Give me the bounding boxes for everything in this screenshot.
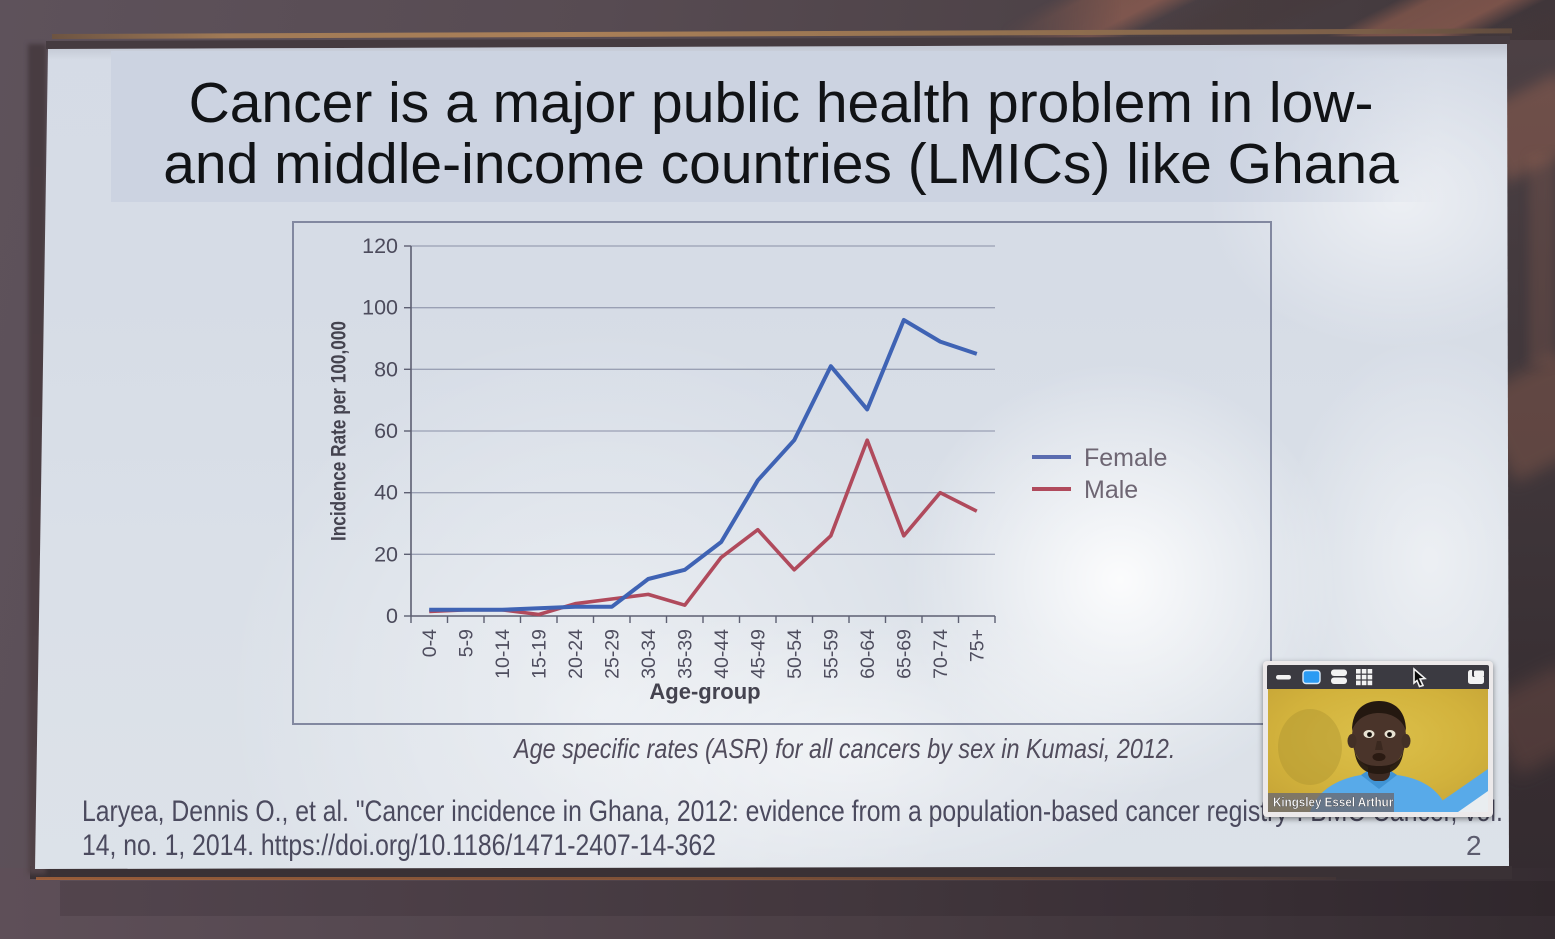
svg-text:10-14: 10-14	[492, 629, 514, 679]
svg-text:25-29: 25-29	[602, 629, 624, 679]
svg-text:30-34: 30-34	[638, 629, 660, 679]
svg-text:60-64: 60-64	[857, 629, 879, 679]
svg-text:0: 0	[386, 604, 398, 628]
svg-text:65-69: 65-69	[894, 629, 916, 679]
svg-text:75+: 75+	[967, 629, 989, 662]
svg-text:20: 20	[374, 542, 398, 566]
svg-text:20-24: 20-24	[565, 629, 587, 679]
svg-text:15-19: 15-19	[529, 629, 551, 679]
svg-text:0-4: 0-4	[419, 629, 441, 657]
svg-text:55-59: 55-59	[821, 629, 843, 679]
svg-text:35-39: 35-39	[675, 629, 697, 679]
svg-text:80: 80	[374, 357, 398, 381]
svg-text:5-9: 5-9	[456, 629, 478, 657]
svg-text:120: 120	[362, 234, 398, 258]
svg-text:Male: Male	[1084, 476, 1138, 504]
svg-text:Kingsley Essel Arthur: Kingsley Essel Arthur	[1273, 795, 1394, 809]
svg-text:60: 60	[374, 419, 398, 443]
svg-text:45-49: 45-49	[748, 629, 770, 679]
svg-text:40: 40	[374, 481, 398, 505]
svg-text:Female: Female	[1084, 444, 1167, 472]
svg-text:Age-group: Age-group	[649, 679, 760, 704]
svg-text:100: 100	[362, 296, 398, 320]
svg-text:40-44: 40-44	[711, 629, 733, 679]
svg-text:70-74: 70-74	[930, 629, 952, 679]
svg-text:Incidence Rate per 100,000: Incidence Rate per 100,000	[328, 321, 351, 541]
svg-text:50-54: 50-54	[784, 629, 806, 679]
